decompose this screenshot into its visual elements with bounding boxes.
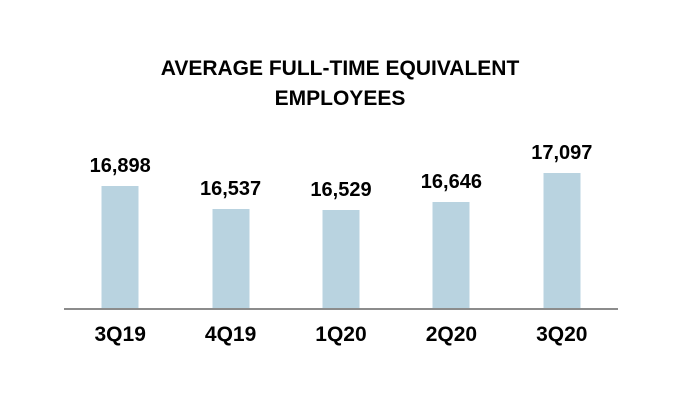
x-axis-label: 4Q19 (204, 323, 257, 346)
bar-group: 16,529 (286, 147, 396, 308)
bar (322, 210, 360, 308)
x-axis-label: 3Q19 (94, 323, 146, 346)
plot-area: 16,898 16,537 16,529 16,646 17,097 (65, 142, 617, 308)
chart-title: AVERAGE FULL-TIME EQUIVALENT EMPLOYEES (0, 54, 680, 114)
bar-value-label: 17,097 (531, 142, 593, 164)
chart-title-text: AVERAGE FULL-TIME EQUIVALENT EMPLOYEES (160, 57, 520, 110)
bar (212, 209, 250, 308)
bar-value-label: 16,537 (199, 178, 262, 200)
bar-group: 16,646 (396, 147, 506, 308)
x-axis-label: 3Q20 (536, 323, 588, 346)
bar-group: 16,537 (175, 147, 285, 308)
bar (432, 202, 470, 308)
bar (101, 186, 139, 308)
bar-value-label: 16,898 (89, 155, 151, 177)
x-axis-label: 2Q20 (425, 323, 478, 346)
bar-group: 17,097 (507, 142, 617, 308)
bar (543, 173, 581, 308)
bar-group: 16,898 (65, 147, 175, 308)
bar-value-label: 16,529 (310, 179, 372, 201)
x-axis-line (64, 308, 618, 310)
x-axis-labels: 3Q19 4Q19 1Q20 2Q20 3Q20 (65, 323, 617, 351)
x-axis-label: 1Q20 (315, 323, 367, 346)
bar-value-label: 16,646 (420, 171, 482, 193)
